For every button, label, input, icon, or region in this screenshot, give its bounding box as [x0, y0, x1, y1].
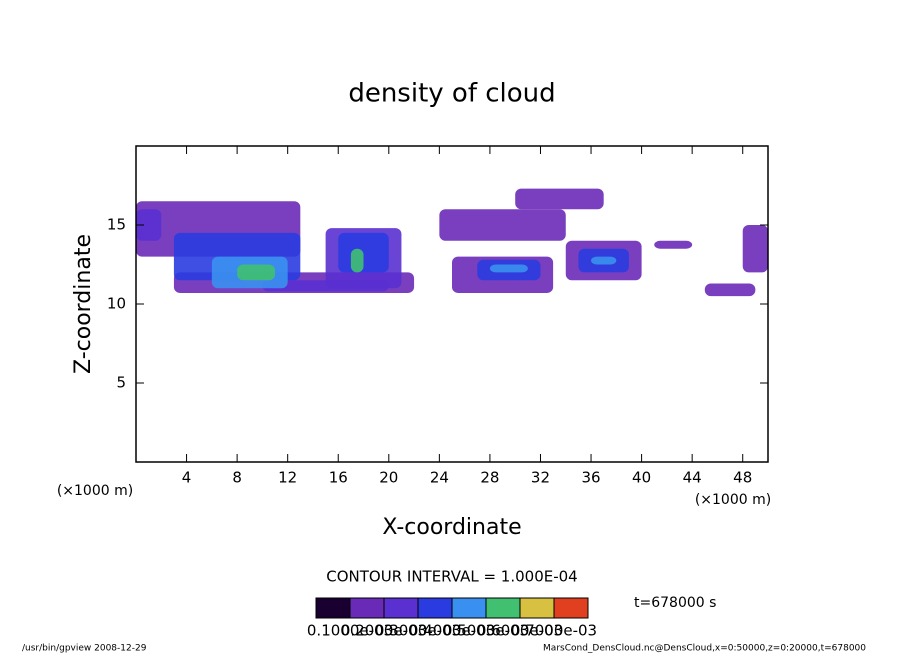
colorbar-label: 0.5000e-03 [443, 622, 529, 640]
x-tick-label: 28 [480, 469, 499, 487]
colorbar-label: 0.2000e-03 [341, 622, 427, 640]
time-label: t=678000 s [634, 595, 716, 611]
shade-cell [136, 209, 162, 241]
colorbar-label: 0.6000e-03 [477, 622, 563, 640]
colorbar-segment [418, 598, 452, 618]
shade-cell [262, 280, 389, 292]
shade-cell [742, 225, 768, 273]
x-tick-label: 32 [531, 469, 550, 487]
colorbar-label: 0.7000e-03 [511, 622, 597, 640]
colorbar-segment [384, 598, 418, 618]
colorbar-segment [350, 598, 384, 618]
x-tick-label: 20 [379, 469, 398, 487]
x-tick-label: 8 [232, 469, 242, 487]
x-tick-label: 44 [683, 469, 702, 487]
colorbar-label: 0.3000e-03 [375, 622, 461, 640]
x-tick-label: 40 [632, 469, 651, 487]
y-tick-label: 15 [107, 216, 126, 234]
colorbar-segment [554, 598, 588, 618]
x-tick-label: 48 [733, 469, 752, 487]
colorbar-segment [316, 598, 350, 618]
x-tick-label: 4 [182, 469, 192, 487]
colorbar-segment [452, 598, 486, 618]
chart-title: density of cloud [348, 79, 555, 109]
y-unit: (×1000 m) [57, 483, 133, 499]
x-tick-label: 16 [329, 469, 348, 487]
shade-cell [654, 240, 693, 249]
y-axis-label: Z-coordinate [71, 234, 96, 374]
colorbar-label: 0.1000e-03 [307, 622, 393, 640]
y-tick-label: 10 [107, 295, 126, 313]
x-tick-label: 24 [430, 469, 449, 487]
shade-cell [515, 188, 604, 210]
contour-interval: CONTOUR INTERVAL = 1.000E-04 [326, 568, 577, 586]
colorbar-segment [486, 598, 520, 618]
footer-right: MarsCond_DensCloud.nc@DensCloud,x=0:5000… [543, 644, 866, 654]
shade-cell [350, 248, 364, 273]
shade-cell [704, 283, 756, 297]
shade-cell [591, 256, 617, 265]
shade-cell [439, 209, 566, 241]
x-tick-label: 36 [581, 469, 600, 487]
x-tick-label: 12 [278, 469, 297, 487]
x-axis-label: X-coordinate [382, 515, 521, 540]
plot-frame [135, 145, 769, 463]
shade-cell [338, 232, 389, 273]
x-unit: (×1000 m) [695, 492, 771, 508]
shade-cell [489, 264, 528, 273]
shade-cell [237, 264, 276, 281]
footer-left: /usr/bin/gpview 2008-12-29 [22, 644, 147, 654]
colorbar-segment [520, 598, 554, 618]
y-tick-label: 5 [116, 374, 126, 392]
colorbar-label: 0.4000e-03 [409, 622, 495, 640]
